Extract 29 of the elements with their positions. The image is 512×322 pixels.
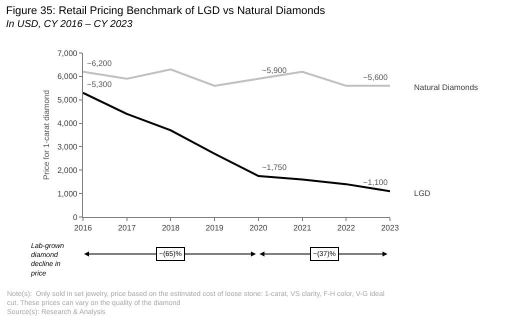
annotation: ~5,600 bbox=[363, 73, 388, 82]
chart-title: Figure 35: Retail Pricing Benchmark of LGD vs Natural Diamonds bbox=[6, 5, 326, 17]
x-tick-label: 2020 bbox=[250, 224, 268, 233]
y-tick-label: 1,000 bbox=[57, 189, 78, 198]
y-tick-label: 5,000 bbox=[57, 96, 78, 105]
annotation: ~6,200 bbox=[87, 59, 112, 68]
annotation: ~1,750 bbox=[262, 163, 288, 172]
x-tick-label: 2023 bbox=[381, 224, 400, 233]
text: LGD bbox=[414, 189, 431, 198]
line-series bbox=[83, 92, 390, 192]
chart-subtitle: In USD, CY 2016 – CY 2023 bbox=[6, 19, 133, 30]
y-tick-label: 2,000 bbox=[57, 166, 78, 175]
y-axis-title: Price for 1-carat diamond bbox=[42, 90, 52, 180]
y-tick-label: 3,000 bbox=[57, 142, 78, 152]
line-series bbox=[83, 68, 390, 87]
x-tick-label: 2019 bbox=[206, 224, 224, 233]
x-tick-label: 2018 bbox=[162, 224, 180, 233]
y-tick-label: 0 bbox=[72, 212, 78, 222]
annotation: ~5,900 bbox=[262, 66, 288, 75]
annotation: ~5,300 bbox=[87, 80, 112, 89]
y-tick-label: 6,000 bbox=[57, 72, 78, 82]
annotation: ~1,100 bbox=[363, 178, 388, 187]
x-tick-label: 2017 bbox=[118, 224, 136, 233]
x-tick-label: 2022 bbox=[337, 224, 356, 233]
x-tick-label: 2016 bbox=[74, 224, 92, 233]
text: Natural Diamonds bbox=[414, 83, 478, 92]
x-tick-label: 2021 bbox=[293, 224, 312, 233]
y-tick-label: 4,000 bbox=[57, 119, 78, 128]
y-tick-label: 7,000 bbox=[57, 48, 78, 58]
